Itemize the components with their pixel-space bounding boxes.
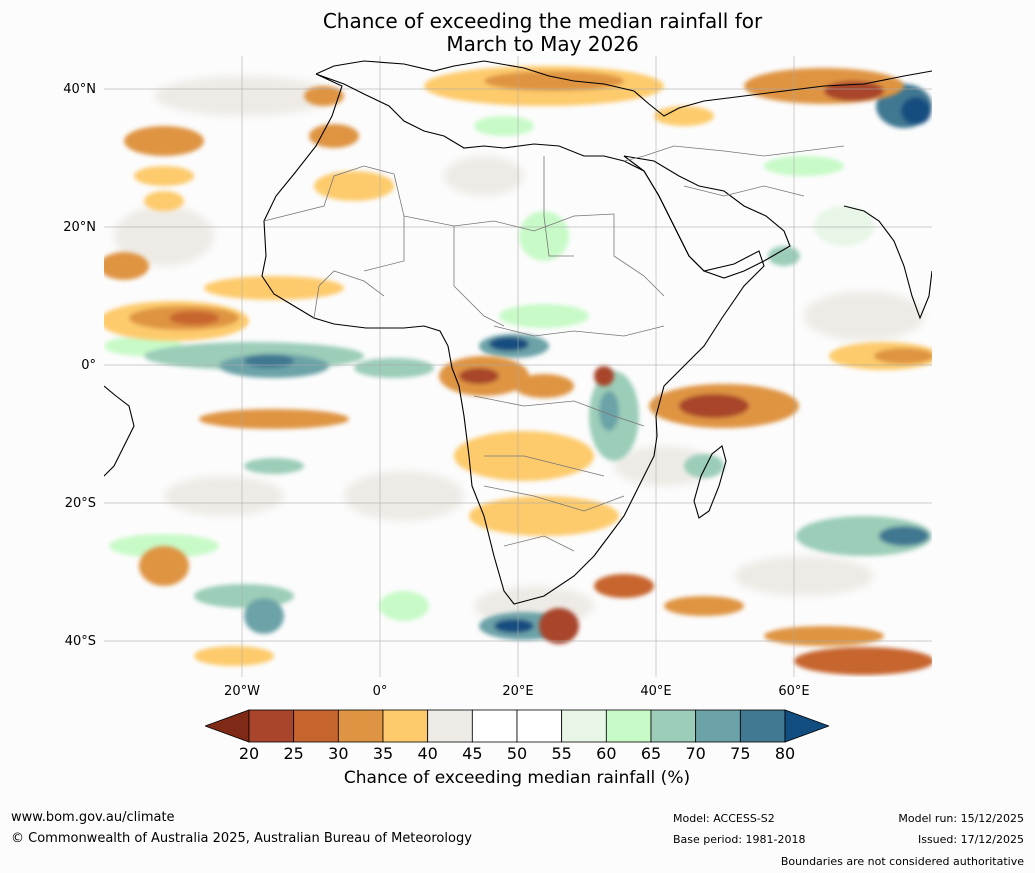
colorbar-segment [293, 709, 339, 743]
colorbar-segment [382, 709, 429, 743]
map-svg [104, 56, 932, 677]
dry-anomalies [104, 66, 932, 675]
colorbar-tick-label: 25 [283, 744, 304, 763]
coastlines [104, 60, 932, 605]
colorbar-segment [248, 709, 295, 743]
footer-disclaimer: Boundaries are not considered authoritat… [780, 855, 1024, 868]
wet-anomalies [104, 84, 932, 640]
footer-url[interactable]: www.bom.gov.au/climate [11, 810, 175, 825]
colorbar-segment [337, 709, 384, 743]
lat-label-0: 0° [81, 358, 96, 373]
neutral-grey-patches [114, 76, 924, 626]
lat-label-20n: 20°N [63, 220, 96, 235]
lat-label-40s: 40°S [64, 634, 96, 649]
chart-title: Chance of exceeding the median rainfall … [0, 10, 1035, 56]
colorbar-title: Chance of exceeding median rainfall (%) [343, 768, 691, 788]
colorbar-tick-label: 40 [417, 744, 438, 763]
footer-base-period: Base period: 1981-2018 [673, 833, 806, 846]
colorbar-tick-label: 65 [640, 744, 662, 763]
colorbar-tick-label: 20 [238, 744, 260, 763]
colorbar-segment [650, 709, 697, 743]
lon-label-20e: 20°E [502, 684, 534, 699]
colorbar-arrow-high [784, 709, 829, 743]
country-borders [263, 145, 845, 552]
colorbar-tick-label: 45 [462, 744, 483, 763]
colorbar-tick-label: 35 [372, 744, 394, 763]
colorbar-tick-label: 50 [506, 744, 528, 763]
colorbar-segment [561, 709, 607, 743]
colorbar-tick-label: 80 [774, 744, 796, 763]
colorbar-segment [605, 709, 652, 743]
colorbar-tick-label: 60 [596, 744, 617, 763]
rainfall-map [104, 56, 932, 677]
lat-label-40n: 40°N [63, 82, 96, 97]
colorbar [205, 709, 829, 743]
title-line-2: March to May 2026 [446, 32, 639, 56]
colorbar-segment [695, 709, 741, 743]
lon-label-20w: 20°W [224, 684, 260, 699]
colorbar-segment [427, 709, 473, 743]
title-line-1: Chance of exceeding the median rainfall … [322, 9, 763, 33]
colorbar-arrow-low [205, 709, 250, 743]
colorbar-segment [739, 709, 786, 743]
colorbar-segment [471, 709, 518, 743]
colorbar-segment [516, 709, 563, 743]
lon-label-0: 0° [372, 684, 388, 699]
colorbar-tick-label: 70 [685, 744, 706, 763]
colorbar-tick-label: 75 [730, 744, 751, 763]
colorbar-tick-label: 30 [328, 744, 349, 763]
footer-copyright: © Commonwealth of Australia 2025, Austra… [11, 831, 472, 846]
footer-model: Model: ACCESS-S2 [673, 812, 775, 825]
lon-label-40e: 40°E [640, 684, 672, 699]
graticule [104, 56, 932, 677]
footer-issued: Issued: 17/12/2025 [917, 833, 1024, 846]
colorbar-tick-label: 55 [551, 744, 572, 763]
lat-label-20s: 20°S [64, 496, 96, 511]
lon-label-60e: 60°E [778, 684, 810, 699]
footer-model-run: Model run: 15/12/2025 [898, 812, 1024, 825]
